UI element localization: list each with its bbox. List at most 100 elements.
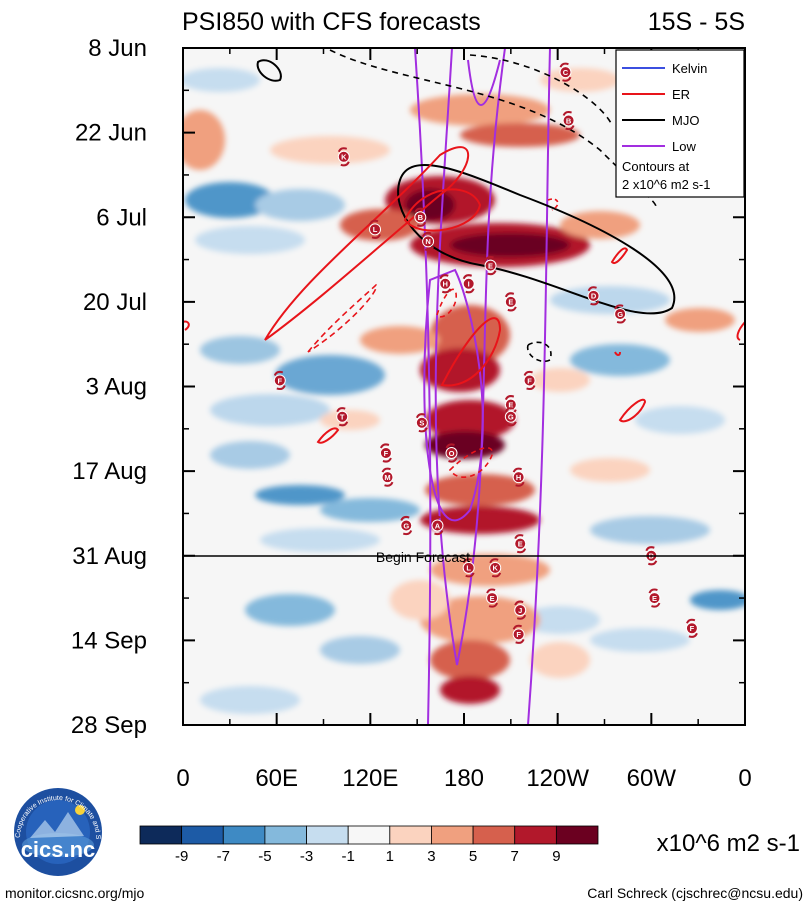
storm-letter: E xyxy=(518,539,523,548)
storm-swirl xyxy=(590,300,600,306)
storm-letter: L xyxy=(373,225,378,234)
y-axis-labels: 8 Jun 22 Jun 6 Jul 20 Jul 3 Aug 17 Aug 31 Aug 1… xyxy=(71,35,147,739)
storm-letter: B xyxy=(418,213,424,222)
colorbar-label: -3 xyxy=(300,848,313,865)
er-contour xyxy=(403,188,482,232)
er-contour xyxy=(264,146,470,341)
low-contour xyxy=(414,48,432,725)
legend-label: Kelvin xyxy=(672,61,707,76)
storm-swirl xyxy=(507,421,517,427)
positive-anomaly xyxy=(270,136,390,164)
storm-letter: E xyxy=(652,594,657,603)
storm-marker: D xyxy=(587,286,600,306)
positive-anomaly xyxy=(390,580,450,620)
colorbar-swatch xyxy=(222,825,266,845)
storm-swirl xyxy=(688,632,698,638)
storm-swirl xyxy=(434,530,444,536)
storm-swirl xyxy=(484,256,494,262)
colorbar-label: -7 xyxy=(217,848,230,865)
er-contour xyxy=(307,283,378,353)
colorbar-label: 7 xyxy=(511,848,519,865)
storm-icon xyxy=(504,295,517,308)
storm-marker: F xyxy=(379,443,392,463)
storm-letter: G xyxy=(508,413,514,422)
low-contour xyxy=(527,48,551,725)
storm-swirl xyxy=(648,560,658,566)
storm-marker: M xyxy=(381,467,394,487)
mjo-contour xyxy=(469,54,613,126)
storm-swirl xyxy=(504,407,515,413)
x-tick-label: 120E xyxy=(342,765,398,792)
storm-marker: L xyxy=(369,219,382,239)
colorbar-label: -9 xyxy=(175,848,188,865)
storm-swirl xyxy=(402,530,413,536)
storm-markers: CBKLBNHIEEDGFTSOFEGFMHGAEDLKEJEFF xyxy=(273,62,698,644)
storm-icon xyxy=(369,223,382,236)
storm-icon xyxy=(445,446,458,459)
positive-anomaly xyxy=(425,431,505,459)
storm-icon xyxy=(504,398,517,411)
positive-anomaly xyxy=(440,676,500,704)
x-tick-label: 0 xyxy=(738,765,751,792)
storm-marker: K xyxy=(337,147,350,167)
storm-swirl xyxy=(422,231,432,237)
negative-anomaly xyxy=(255,189,345,221)
storm-marker: G xyxy=(614,304,627,324)
storm-swirl xyxy=(616,318,627,324)
low-contour xyxy=(434,48,506,666)
storm-marker: J xyxy=(514,600,527,620)
storm-icon xyxy=(587,289,600,302)
axis-ticks xyxy=(182,47,746,726)
storm-swirl xyxy=(523,370,533,376)
colorbar-units: x10^6 m2 s-1 xyxy=(657,830,800,857)
colorbar-swatch xyxy=(181,825,224,845)
storm-letter: G xyxy=(403,521,409,530)
storm-swirl xyxy=(462,558,472,564)
storm-letter: E xyxy=(490,594,495,603)
legend-label: Low xyxy=(672,139,696,154)
storm-swirl xyxy=(337,147,348,153)
storm-swirl xyxy=(565,125,575,131)
storm-letter: F xyxy=(277,376,282,385)
storm-swirl xyxy=(512,624,522,630)
storm-marker: K xyxy=(489,558,502,578)
positive-anomaly xyxy=(430,640,510,680)
negative-anomaly xyxy=(245,594,335,626)
storm-swirl xyxy=(441,288,452,294)
storm-letter: F xyxy=(690,624,695,633)
x-tick-label: 60W xyxy=(627,765,677,792)
er-contour xyxy=(618,398,647,423)
positive-anomaly xyxy=(420,596,540,644)
y-tick-label: 28 Sep xyxy=(71,712,147,739)
storm-swirl xyxy=(559,62,569,68)
region-label: 15S - 5S xyxy=(648,8,745,36)
storm-icon xyxy=(484,259,497,272)
storm-letter: H xyxy=(443,280,448,289)
mjo-contour xyxy=(256,59,282,82)
storm-swirl xyxy=(489,558,499,564)
storm-swirl xyxy=(336,407,346,413)
storm-marker: A xyxy=(431,515,444,536)
storm-swirl xyxy=(486,588,496,594)
forecast-label: Begin Forecast xyxy=(376,549,470,565)
storm-letter: S xyxy=(419,419,424,428)
colorbar-label: 3 xyxy=(427,848,435,865)
storm-swirl xyxy=(504,292,515,298)
negative-anomaly xyxy=(320,636,400,664)
mjo-contour xyxy=(526,341,552,363)
storm-icon xyxy=(422,235,435,248)
storm-icon xyxy=(562,114,575,127)
contour-note-1: Contours at xyxy=(622,159,690,174)
storm-icon xyxy=(336,410,349,423)
positive-anomaly xyxy=(665,308,735,332)
storm-letter: K xyxy=(341,153,347,162)
storm-swirl xyxy=(273,370,284,376)
er-contour xyxy=(440,317,502,387)
storm-swirl xyxy=(504,395,515,401)
storm-swirl xyxy=(381,467,391,473)
storm-swirl xyxy=(465,288,475,294)
storm-letter: E xyxy=(508,400,513,409)
colorbar-swatch xyxy=(431,825,474,845)
storm-icon xyxy=(685,622,698,635)
